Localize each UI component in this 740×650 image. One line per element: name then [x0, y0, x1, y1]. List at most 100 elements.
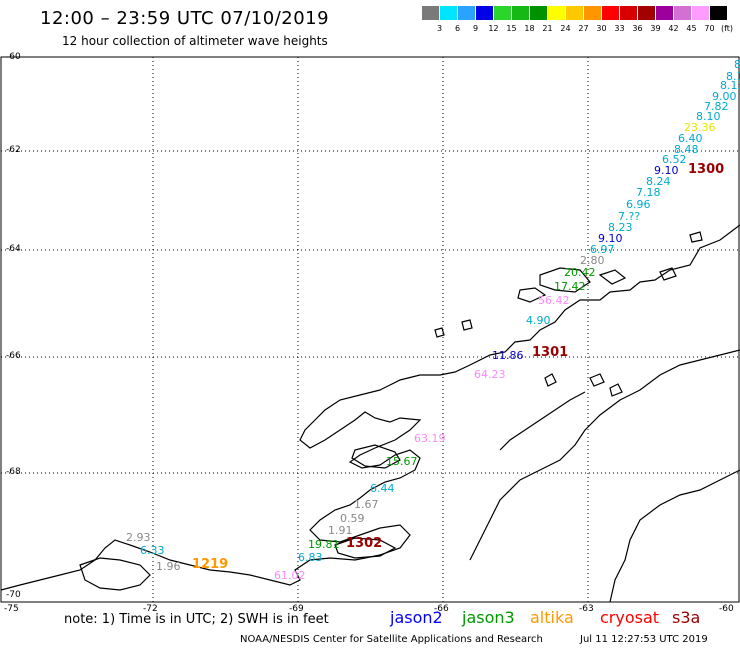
legend-label: 36 [632, 24, 643, 33]
legend-label: 18 [524, 24, 535, 33]
satellite-name: s3a [672, 608, 701, 627]
satellite-name: jason2 [390, 608, 443, 627]
wave-height-label: 6.83 [298, 551, 323, 564]
legend-swatch [710, 6, 727, 20]
legend-label: 15 [506, 24, 517, 33]
wave-height-label: 9.10 [598, 232, 623, 245]
wave-height-label: 8.13 [720, 79, 740, 92]
legend-label: 3 [436, 24, 443, 33]
wave-height-label: 64.23 [474, 368, 506, 381]
credit-line: NOAA/NESDIS Center for Satellite Applica… [240, 634, 543, 645]
legend-swatch [638, 6, 655, 20]
generation-timestamp: Jul 11 12:27:53 UTC 2019 [580, 634, 708, 645]
wave-height-label: 6.40 [678, 132, 703, 145]
wave-height-label: 20.42 [564, 266, 596, 279]
wave-height-label: 4.90 [526, 314, 551, 327]
legend-swatch [476, 6, 493, 20]
x-tick-label: -60 [719, 604, 734, 614]
wave-height-label: 1.91 [328, 524, 353, 537]
legend-label: 39 [650, 24, 661, 33]
legend-label: 70 [704, 24, 715, 33]
y-tick-label: -68 [6, 467, 21, 477]
map-subtitle: 12 hour collection of altimeter wave hei… [62, 34, 328, 48]
wave-height-label: 6.97 [590, 243, 615, 256]
wave-height-label: 23.36 [684, 121, 716, 134]
legend-label: 9 [472, 24, 479, 33]
wave-height-label: 63.19 [414, 432, 446, 445]
wave-height-label: 6.52 [662, 153, 687, 166]
map-title: 12:00 – 23:59 UTC 07/10/2019 [40, 8, 330, 29]
track-id-label: 1300 [688, 162, 725, 177]
color-legend: 3 6 9 12 15 18 21 24 27 30 33 36 39 42 45 70 (ft) [422, 6, 733, 40]
legend-label: 30 [596, 24, 607, 33]
legend-label: 45 [686, 24, 697, 33]
legend-swatch [548, 6, 565, 20]
y-tick-label: -60 [6, 52, 21, 62]
legend-swatch [494, 6, 511, 20]
footer-note: note: 1) Time is in UTC; 2) SWH is in fe… [64, 612, 329, 627]
graticule [1, 57, 739, 602]
coastline [0, 224, 740, 603]
legend-swatch [674, 6, 691, 20]
wave-height-label: 8.48 [674, 143, 699, 156]
wave-height-label: 8 [734, 58, 740, 71]
wave-height-label: 9.00 [712, 90, 737, 103]
legend-swatch [422, 6, 439, 20]
wave-height-label: 7.18 [636, 186, 661, 199]
legend-swatch [512, 6, 529, 20]
map-frame [0, 56, 740, 603]
track-id-label: 1302 [346, 536, 383, 551]
x-tick-label: -69 [289, 604, 304, 614]
track-id-label: 1219 [192, 557, 229, 572]
legend-label: 12 [488, 24, 499, 33]
wave-height-label: 8.1 [726, 70, 740, 83]
wave-height-label: 19.81 [308, 538, 340, 551]
legend-swatch [656, 6, 673, 20]
wave-height-label: 8.23 [608, 221, 633, 234]
track-id-label: 1301 [532, 345, 569, 360]
wave-height-label: 6.44 [370, 482, 395, 495]
wave-height-label: 1.67 [354, 498, 379, 511]
wave-height-label: 56.42 [538, 294, 570, 307]
x-tick-label: -66 [434, 604, 449, 614]
x-tick-label: -63 [579, 604, 594, 614]
legend-swatch [566, 6, 583, 20]
wave-height-label: 8.10 [696, 110, 721, 123]
wave-height-label: 7.82 [704, 100, 729, 113]
legend-label: 27 [578, 24, 589, 33]
satellite-name: altika [530, 608, 574, 627]
y-tick-label: -64 [6, 244, 21, 254]
legend-swatch [530, 6, 547, 20]
wave-height-label: 6.33 [140, 544, 165, 557]
wave-height-label: 6.96 [626, 198, 651, 211]
wave-height-label: 15.67 [386, 455, 418, 468]
legend-label: 24 [560, 24, 571, 33]
wave-height-label: 1.96 [156, 560, 181, 573]
legend-swatch [602, 6, 619, 20]
y-tick-label: -70 [6, 590, 21, 600]
legend-swatch [692, 6, 709, 20]
wave-height-label: 17.42 [554, 280, 586, 293]
x-tick-label: -72 [143, 604, 158, 614]
legend-swatch [584, 6, 601, 20]
legend-swatch [440, 6, 457, 20]
satellite-name: cryosat [600, 608, 660, 627]
legend-unit: (ft) [720, 24, 734, 33]
y-tick-label: -62 [6, 145, 21, 155]
wave-height-label: 0.59 [340, 512, 365, 525]
legend-swatch [620, 6, 637, 20]
satellite-name: jason3 [462, 608, 515, 627]
legend-label: 21 [542, 24, 553, 33]
legend-label: 6 [454, 24, 461, 33]
wave-height-label: 8.24 [646, 175, 671, 188]
legend-label: 33 [614, 24, 625, 33]
wave-height-label: 61.02 [274, 569, 306, 582]
x-tick-label: -75 [4, 604, 19, 614]
legend-swatch [458, 6, 475, 20]
wave-height-label: 11.86 [492, 349, 524, 362]
wave-height-label: 7.?? [618, 210, 641, 223]
legend-label: 42 [668, 24, 679, 33]
wave-height-label: 2.80 [580, 254, 605, 267]
y-tick-label: -66 [6, 351, 21, 361]
